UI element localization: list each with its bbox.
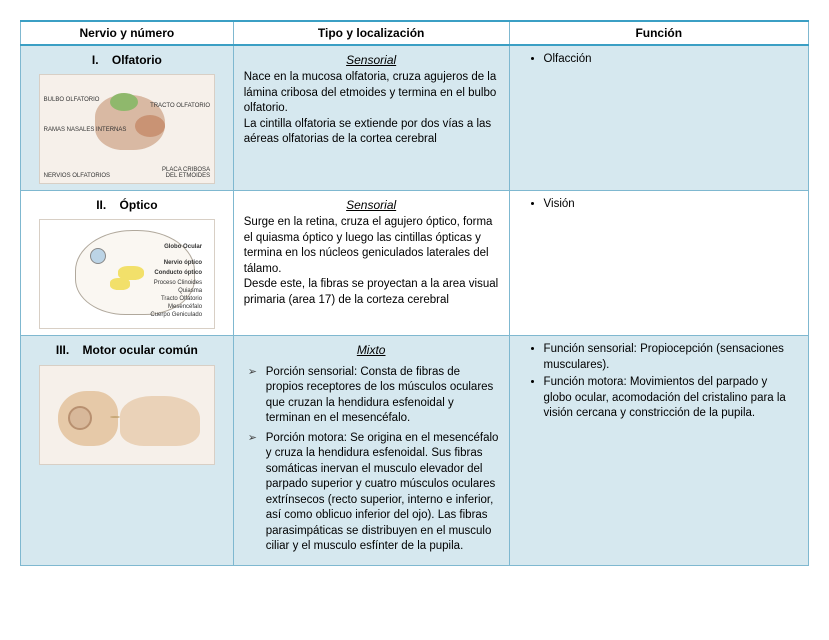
header-row: Nervio y número Tipo y localización Func… (21, 21, 809, 45)
table-row: II. Óptico Globo Ocular Nervio óptico Co… (21, 191, 809, 336)
cell-nerve: I. Olfatorio BULBO OLFATORIO TRACTO OLFA… (21, 45, 234, 191)
olfactory-diagram: BULBO OLFATORIO TRACTO OLFATORIO RAMAS N… (39, 74, 215, 184)
cell-type: Sensorial Nace en la mucosa olfatoria, c… (233, 45, 509, 191)
cell-func: Función sensorial: Propiocepción (sensac… (509, 336, 808, 565)
func-list: Función sensorial: Propiocepción (sensac… (520, 342, 798, 422)
header-type: Tipo y localización (233, 21, 509, 45)
cell-type: Sensorial Surge en la retina, cruza el a… (233, 191, 509, 336)
type-body: Surge en la retina, cruza el agujero ópt… (244, 215, 499, 308)
cell-nerve: II. Óptico Globo Ocular Nervio óptico Co… (21, 191, 234, 336)
optic-diagram: Globo Ocular Nervio óptico Conducto ópti… (39, 219, 215, 329)
type-sub-item: Porción motora: Se origina en el mesencé… (266, 431, 499, 555)
nerve-title: II. Óptico (31, 197, 223, 213)
nerve-title: III. Motor ocular común (31, 342, 223, 358)
oculomotor-diagram (39, 365, 215, 465)
cell-type: Mixto Porción sensorial: Consta de fibra… (233, 336, 509, 565)
cell-func: Olfacción (509, 45, 808, 191)
func-item: Visión (544, 197, 798, 213)
table-row: I. Olfatorio BULBO OLFATORIO TRACTO OLFA… (21, 45, 809, 191)
type-heading: Sensorial (244, 197, 499, 213)
cranial-nerves-table: Nervio y número Tipo y localización Func… (20, 20, 809, 566)
func-item: Función motora: Movimientos del parpado … (544, 375, 798, 422)
func-item: Olfacción (544, 52, 798, 68)
table-row: III. Motor ocular común Mixto Porción se… (21, 336, 809, 565)
func-item: Función sensorial: Propiocepción (sensac… (544, 342, 798, 373)
func-list: Visión (520, 197, 798, 213)
type-sublist: Porción sensorial: Consta de fibras de p… (244, 365, 499, 555)
func-list: Olfacción (520, 52, 798, 68)
cell-nerve: III. Motor ocular común (21, 336, 234, 565)
cell-func: Visión (509, 191, 808, 336)
type-sub-item: Porción sensorial: Consta de fibras de p… (266, 365, 499, 427)
type-heading: Sensorial (244, 52, 499, 68)
header-func: Función (509, 21, 808, 45)
header-nerve: Nervio y número (21, 21, 234, 45)
type-body: Nace en la mucosa olfatoria, cruza aguje… (244, 70, 499, 148)
type-heading: Mixto (244, 342, 499, 358)
nerve-title: I. Olfatorio (31, 52, 223, 68)
